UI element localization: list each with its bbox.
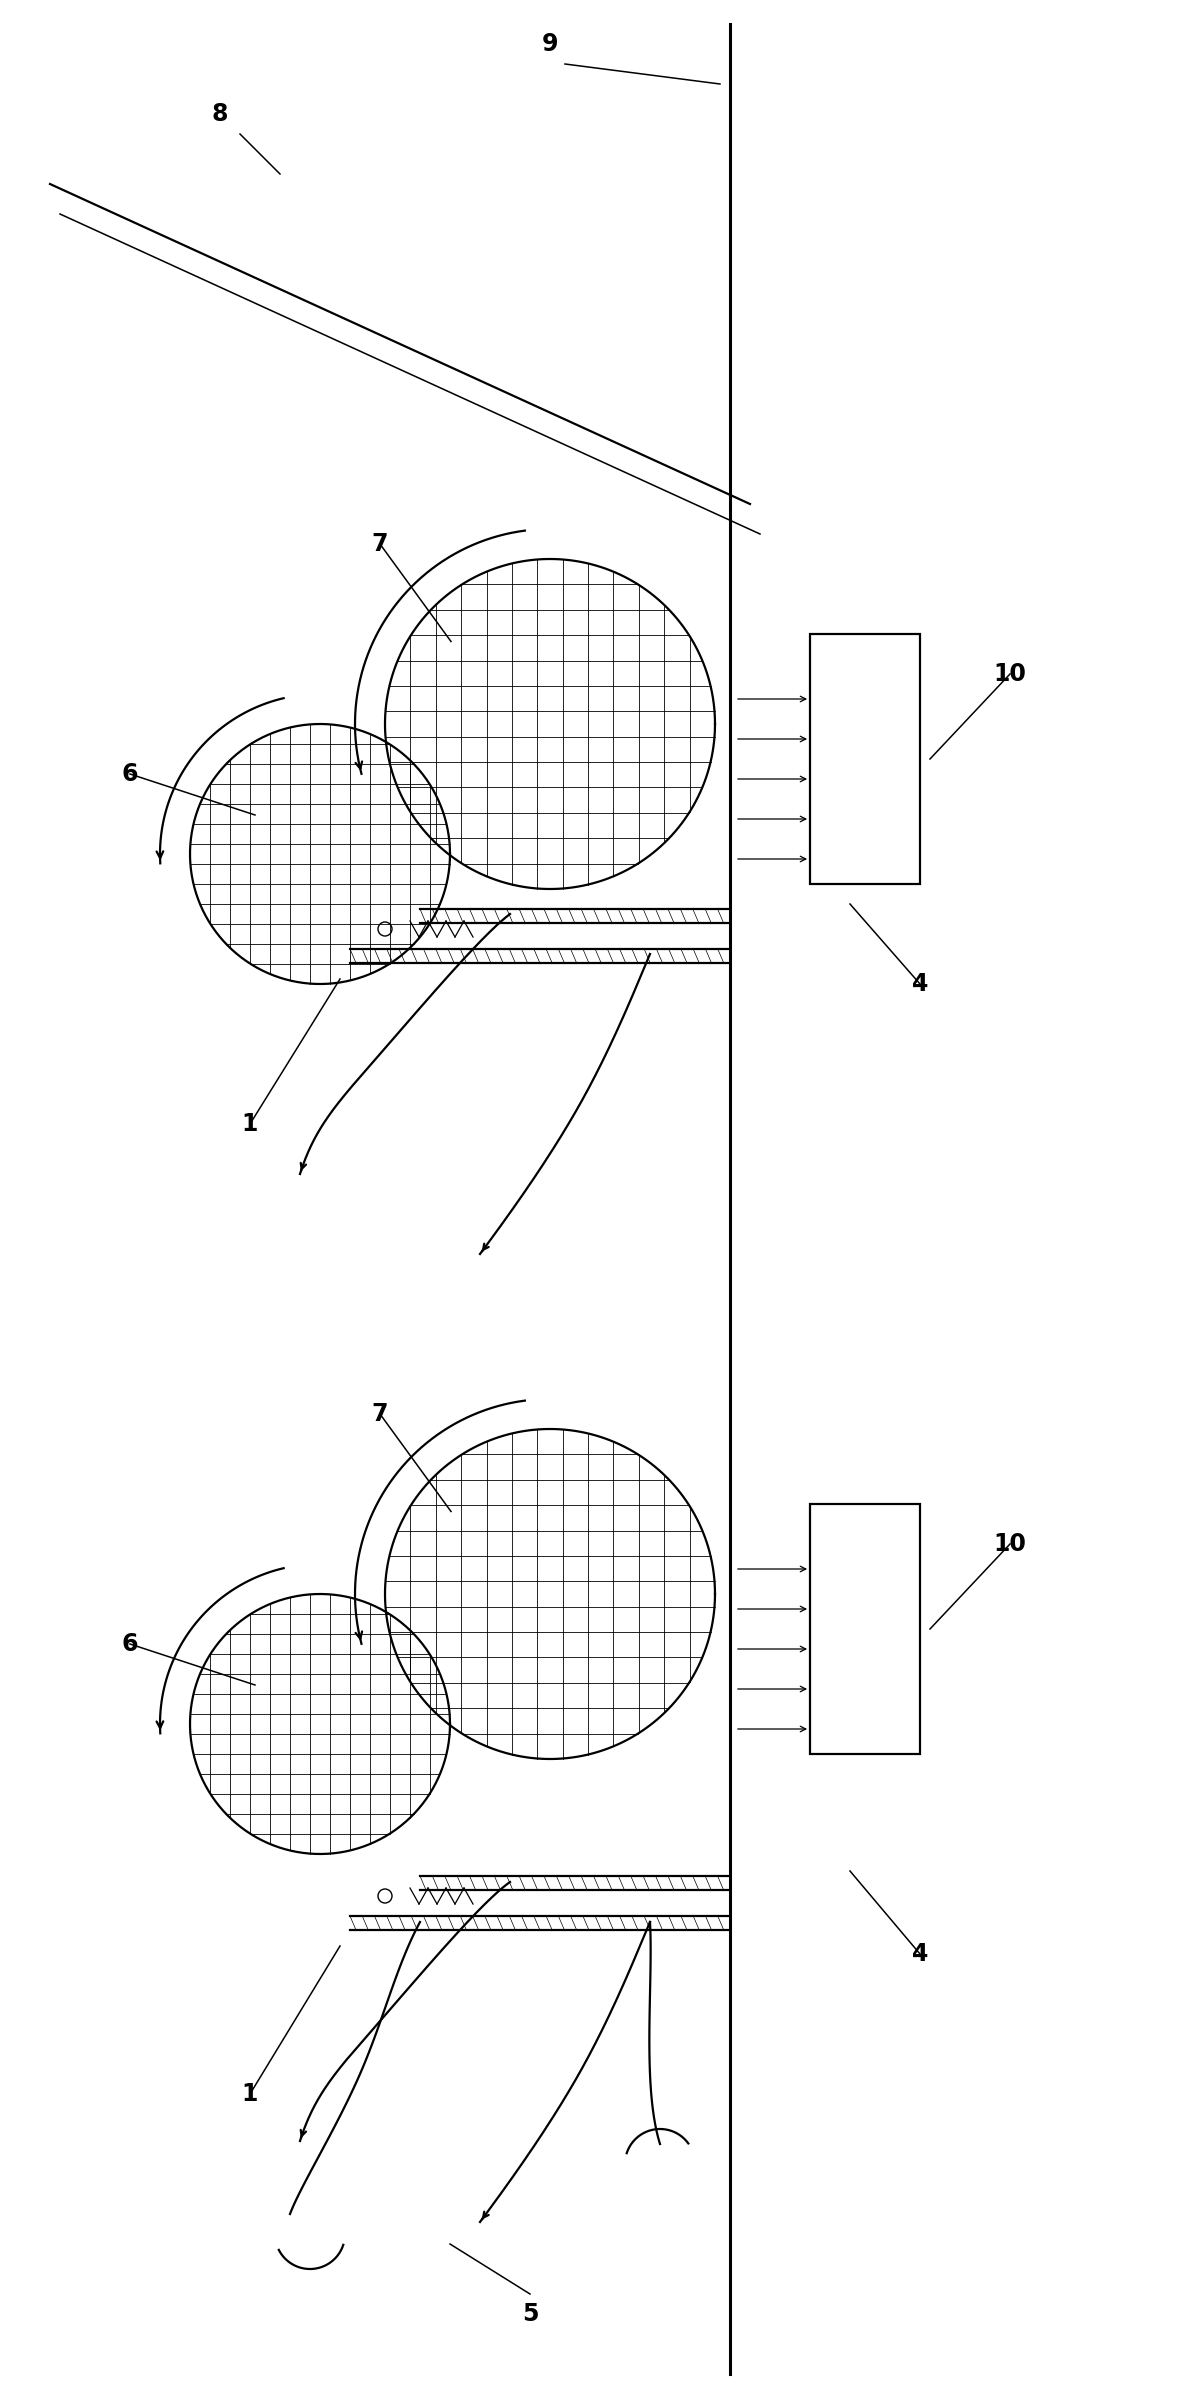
Bar — [811, 635, 920, 885]
Text: 10: 10 — [994, 1531, 1026, 1555]
Text: 5: 5 — [522, 2303, 538, 2327]
Text: 6: 6 — [122, 1632, 138, 1656]
Text: 7: 7 — [372, 1402, 388, 1426]
Text: 1: 1 — [242, 1113, 258, 1137]
Text: 9: 9 — [542, 31, 559, 55]
Bar — [811, 1505, 920, 1755]
Text: 8: 8 — [212, 101, 228, 125]
Text: 1: 1 — [242, 2082, 258, 2106]
Text: 6: 6 — [122, 762, 138, 786]
Text: 10: 10 — [994, 661, 1026, 685]
Text: 4: 4 — [911, 1942, 928, 1966]
Text: 7: 7 — [372, 531, 388, 555]
Text: 4: 4 — [911, 971, 928, 995]
